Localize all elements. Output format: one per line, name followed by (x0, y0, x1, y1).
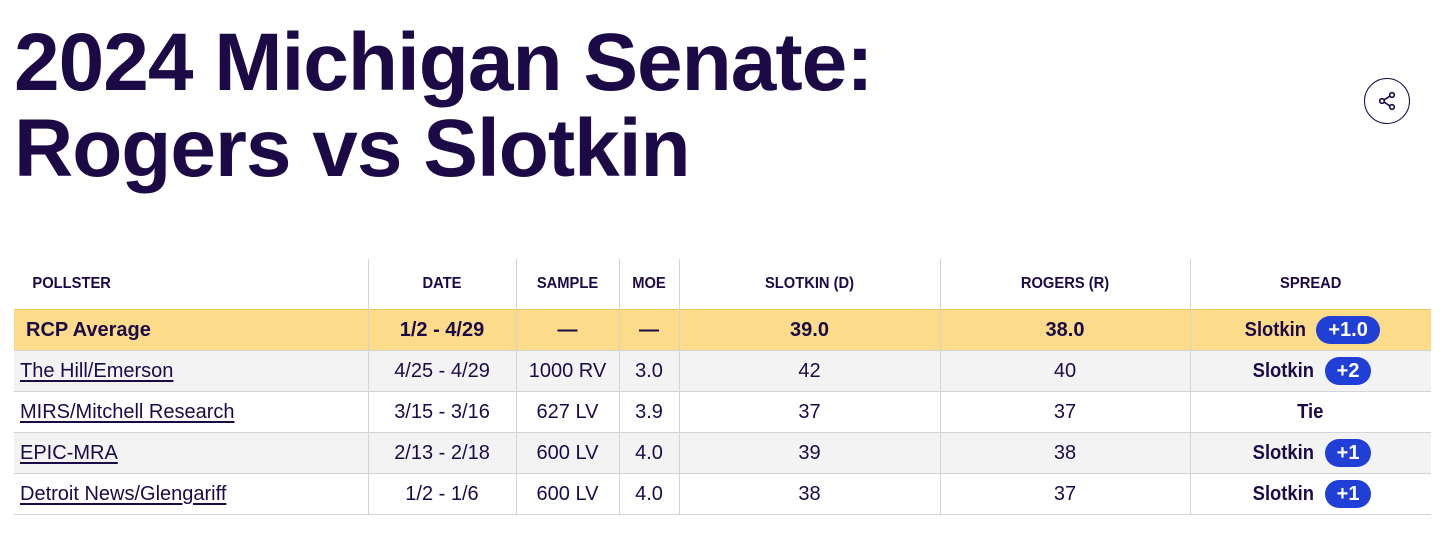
sample-cell: 600 LV (515, 432, 619, 474)
spread: Slotkin +2 (1250, 357, 1372, 385)
spread-cell: Slotkin +1 (1189, 473, 1431, 515)
header-spread[interactable]: SPREAD (1199, 259, 1422, 310)
pollster-link[interactable]: Detroit News/Glengariff (20, 482, 227, 505)
header-rogers[interactable]: ROGERS (R) (949, 259, 1180, 310)
spread-leader: Slotkin (1252, 482, 1315, 505)
pollster-link[interactable]: MIRS/Mitchell Research (20, 400, 235, 423)
table-row: EPIC-MRA 2/13 - 2/18 600 LV 4.0 39 38 Sl… (14, 432, 1431, 474)
date-cell: 3/15 - 3/16 (367, 391, 516, 433)
spread-badge: +1.0 (1316, 316, 1380, 344)
average-moe: — (618, 309, 679, 351)
spread-cell: Tie (1189, 391, 1431, 433)
pollster-link[interactable]: EPIC-MRA (20, 441, 118, 464)
header-sample[interactable]: SAMPLE (519, 259, 615, 310)
spread-badge: +1 (1324, 439, 1372, 467)
average-rogers: 38.0 (939, 309, 1190, 351)
pollster-cell: MIRS/Mitchell Research (14, 391, 368, 433)
header-moe[interactable]: MOE (620, 259, 677, 310)
table-header-row: POLLSTER DATE SAMPLE MOE SLOTKIN (D) ROG… (14, 259, 1431, 310)
pollster-cell: EPIC-MRA (14, 432, 368, 474)
table-row: MIRS/Mitchell Research 3/15 - 3/16 627 L… (14, 391, 1431, 433)
spread-cell: Slotkin +1 (1189, 432, 1431, 474)
average-date: 1/2 - 4/29 (367, 309, 516, 351)
spread-tie: Tie (1297, 400, 1324, 423)
rogers-cell: 37 (939, 391, 1190, 433)
polls-table: POLLSTER DATE SAMPLE MOE SLOTKIN (D) ROG… (14, 259, 1431, 515)
spread: Slotkin +1 (1250, 439, 1372, 467)
moe-cell: 3.9 (618, 391, 679, 433)
page-title: 2024 Michigan Senate: Rogers vs Slotkin (14, 17, 874, 194)
spread-badge: +1 (1324, 480, 1372, 508)
rogers-cell: 40 (939, 350, 1190, 392)
slotkin-cell: 42 (678, 350, 940, 392)
average-slotkin: 39.0 (678, 309, 940, 351)
sample-cell: 1000 RV (515, 350, 619, 392)
moe-cell: 4.0 (618, 432, 679, 474)
header-pollster[interactable]: POLLSTER (32, 275, 111, 292)
spread-leader: Slotkin (1252, 359, 1315, 382)
date-cell: 1/2 - 1/6 (367, 473, 516, 515)
moe-cell: 4.0 (618, 473, 679, 515)
page-title-line-2: Rogers vs Slotkin (14, 103, 691, 194)
sample-cell: 600 LV (515, 473, 619, 515)
date-cell: 2/13 - 2/18 (367, 432, 516, 474)
rogers-cell: 37 (939, 473, 1190, 515)
header-date[interactable]: DATE (373, 259, 511, 310)
date-cell: 4/25 - 4/29 (367, 350, 516, 392)
average-spread: Slotkin +1.0 (1189, 309, 1431, 351)
slotkin-cell: 38 (678, 473, 940, 515)
slotkin-cell: 39 (678, 432, 940, 474)
header-slotkin[interactable]: SLOTKIN (D) (688, 259, 930, 310)
pollster-cell: The Hill/Emerson (14, 350, 368, 392)
spread-leader: Slotkin (1252, 441, 1315, 464)
spread: Slotkin +1.0 (1242, 316, 1380, 344)
spread-badge: +2 (1324, 357, 1372, 385)
pollster-cell: Detroit News/Glengariff (14, 473, 368, 515)
moe-cell: 3.0 (618, 350, 679, 392)
pollster-link[interactable]: The Hill/Emerson (20, 359, 174, 382)
table-row: Detroit News/Glengariff 1/2 - 1/6 600 LV… (14, 473, 1431, 515)
share-icon (1378, 91, 1396, 111)
rogers-cell: 38 (939, 432, 1190, 474)
sample-cell: 627 LV (515, 391, 619, 433)
rcp-average-row: RCP Average 1/2 - 4/29 — — 39.0 38.0 Slo… (14, 309, 1431, 351)
share-button[interactable] (1364, 78, 1410, 124)
page-title-line-1: 2024 Michigan Senate: (14, 17, 874, 108)
spread-leader: Slotkin (1244, 318, 1306, 341)
average-sample: — (515, 309, 619, 351)
slotkin-cell: 37 (678, 391, 940, 433)
spread: Slotkin +1 (1250, 480, 1372, 508)
spread-cell: Slotkin +2 (1189, 350, 1431, 392)
table-row: The Hill/Emerson 4/25 - 4/29 1000 RV 3.0… (14, 350, 1431, 392)
average-pollster: RCP Average (14, 309, 368, 351)
